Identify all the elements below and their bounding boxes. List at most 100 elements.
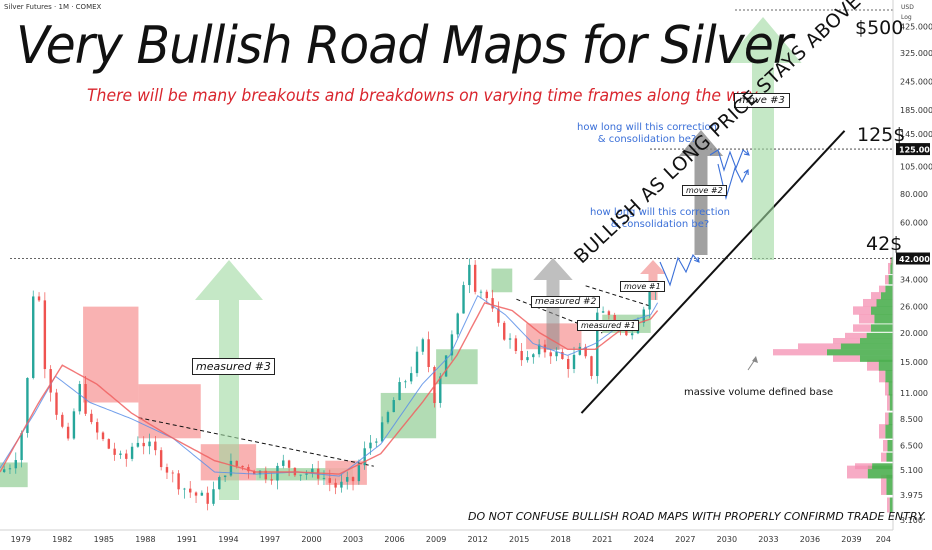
volume-bar-bull [885,285,893,293]
x-tick-label: 1982 [52,535,72,544]
candle-body [648,292,651,310]
candle-body [101,432,105,440]
candle-body [532,354,535,358]
cloud-band [83,306,139,403]
candle-body [601,311,605,313]
x-tick-label: 2003 [343,535,363,544]
candle-body [572,354,576,369]
y-tick-label: 11.000 [900,389,928,398]
candle-body [223,475,227,478]
candle-body [177,473,180,490]
price-badge-label: 125.000 [899,146,932,155]
projection-zigzags [659,149,758,371]
candle-body [159,450,163,468]
level-label-500: $500 [855,17,904,39]
volume-bar-bull [888,412,893,426]
y-tick-label: 20.000 [900,329,928,338]
x-tick-label: 2009 [426,535,446,544]
volume-bar-bull [827,349,893,356]
scale-mode-label[interactable]: Log [901,14,912,21]
symbol-info[interactable]: Silver Futures · 1M · COMEX [4,3,102,11]
candle-body [346,477,349,482]
x-tick-label: 2030 [717,535,737,544]
candle-body [66,426,70,439]
candle-body [142,442,145,447]
candle-body [578,346,582,355]
y-tick-label: 145.000 [900,130,932,139]
candle-body [479,291,483,293]
candle-body [485,291,488,299]
candle-body [369,442,372,449]
level-label-125: 125$ [857,124,906,146]
volume-bar-bear [885,381,889,396]
candle-body [43,300,47,370]
volume-bar-bear [881,452,887,462]
volume-bar-bear [798,343,841,350]
candle-body [561,351,564,359]
candle-body [642,309,645,323]
candle-body [328,478,331,483]
candle-body [392,400,395,413]
candle-body [125,453,128,459]
candle-body [189,488,192,493]
x-tick-label: 1988 [135,535,155,544]
volume-bar-bear [888,262,891,275]
candle-body [508,338,512,340]
candle-body [351,477,355,482]
volume-bar-bear [859,314,875,324]
volume-bar-bear [845,332,867,339]
volume-bar-bear [879,285,886,293]
volume-bar-bear [879,424,886,439]
price-badge [896,252,930,265]
volume-bar-bull [889,497,893,513]
candle-body [439,376,442,403]
volume-profile [773,257,893,513]
candle-body [32,296,35,378]
volume-bar-bull [866,332,893,339]
chart-title: Very Bullish Road Maps for Silver [16,16,793,76]
volume-bar-bull [888,381,893,396]
volume-bar-bear [881,474,887,495]
candle-body [183,488,186,490]
candle-body [171,472,174,474]
y-tick-label: 185.000 [900,106,932,115]
volume-bar-bear [871,292,881,300]
candle-body [607,311,611,316]
volume-bar-bull [876,298,893,307]
y-tick-label: 26.000 [900,303,928,312]
upper-projection-zigzag-head [743,150,750,156]
support-trendline [580,130,846,414]
volume-bar-bear [879,370,886,383]
candle-body [241,465,244,468]
candle-body [305,473,308,475]
x-tick-label: 2024 [634,535,654,544]
time-axis[interactable]: 1979 1982 1985 1988 1991 1994 1997 2000 2003 2006… [0,529,893,544]
candle-body [247,467,250,472]
y-tick-label: 3.975 [900,491,923,500]
candle-body [107,439,111,449]
volume-bar-bull [885,370,893,383]
candle-body [119,453,122,455]
volume-bar-bull [886,474,893,495]
candle-body [311,468,314,474]
candle-body [113,448,116,455]
candle-body [514,338,518,352]
candle-body [72,411,76,439]
y-tick-label: 60.000 [900,219,928,228]
candle-body [2,469,6,473]
candle-body [8,468,12,470]
candle-body [165,467,169,473]
candle-body [630,333,634,336]
chart-subtitle: There will be many breakouts and breakdo… [87,86,758,106]
price-axis[interactable]: 3.100 3.975 5.100 6.500 8.500 11.000 15.000 20.… [892,0,932,530]
candle-body [596,312,599,377]
volume-bar-bull [889,394,893,411]
candle-body [415,351,419,374]
candle-body [334,482,337,488]
question-correction-lower: how long will this correction & consolid… [590,207,730,230]
candle-body [584,346,587,357]
y-tick-label: 105.000 [900,163,932,172]
candle-body [555,351,558,357]
question-correction-upper: how long will this correction & consolid… [577,122,717,145]
